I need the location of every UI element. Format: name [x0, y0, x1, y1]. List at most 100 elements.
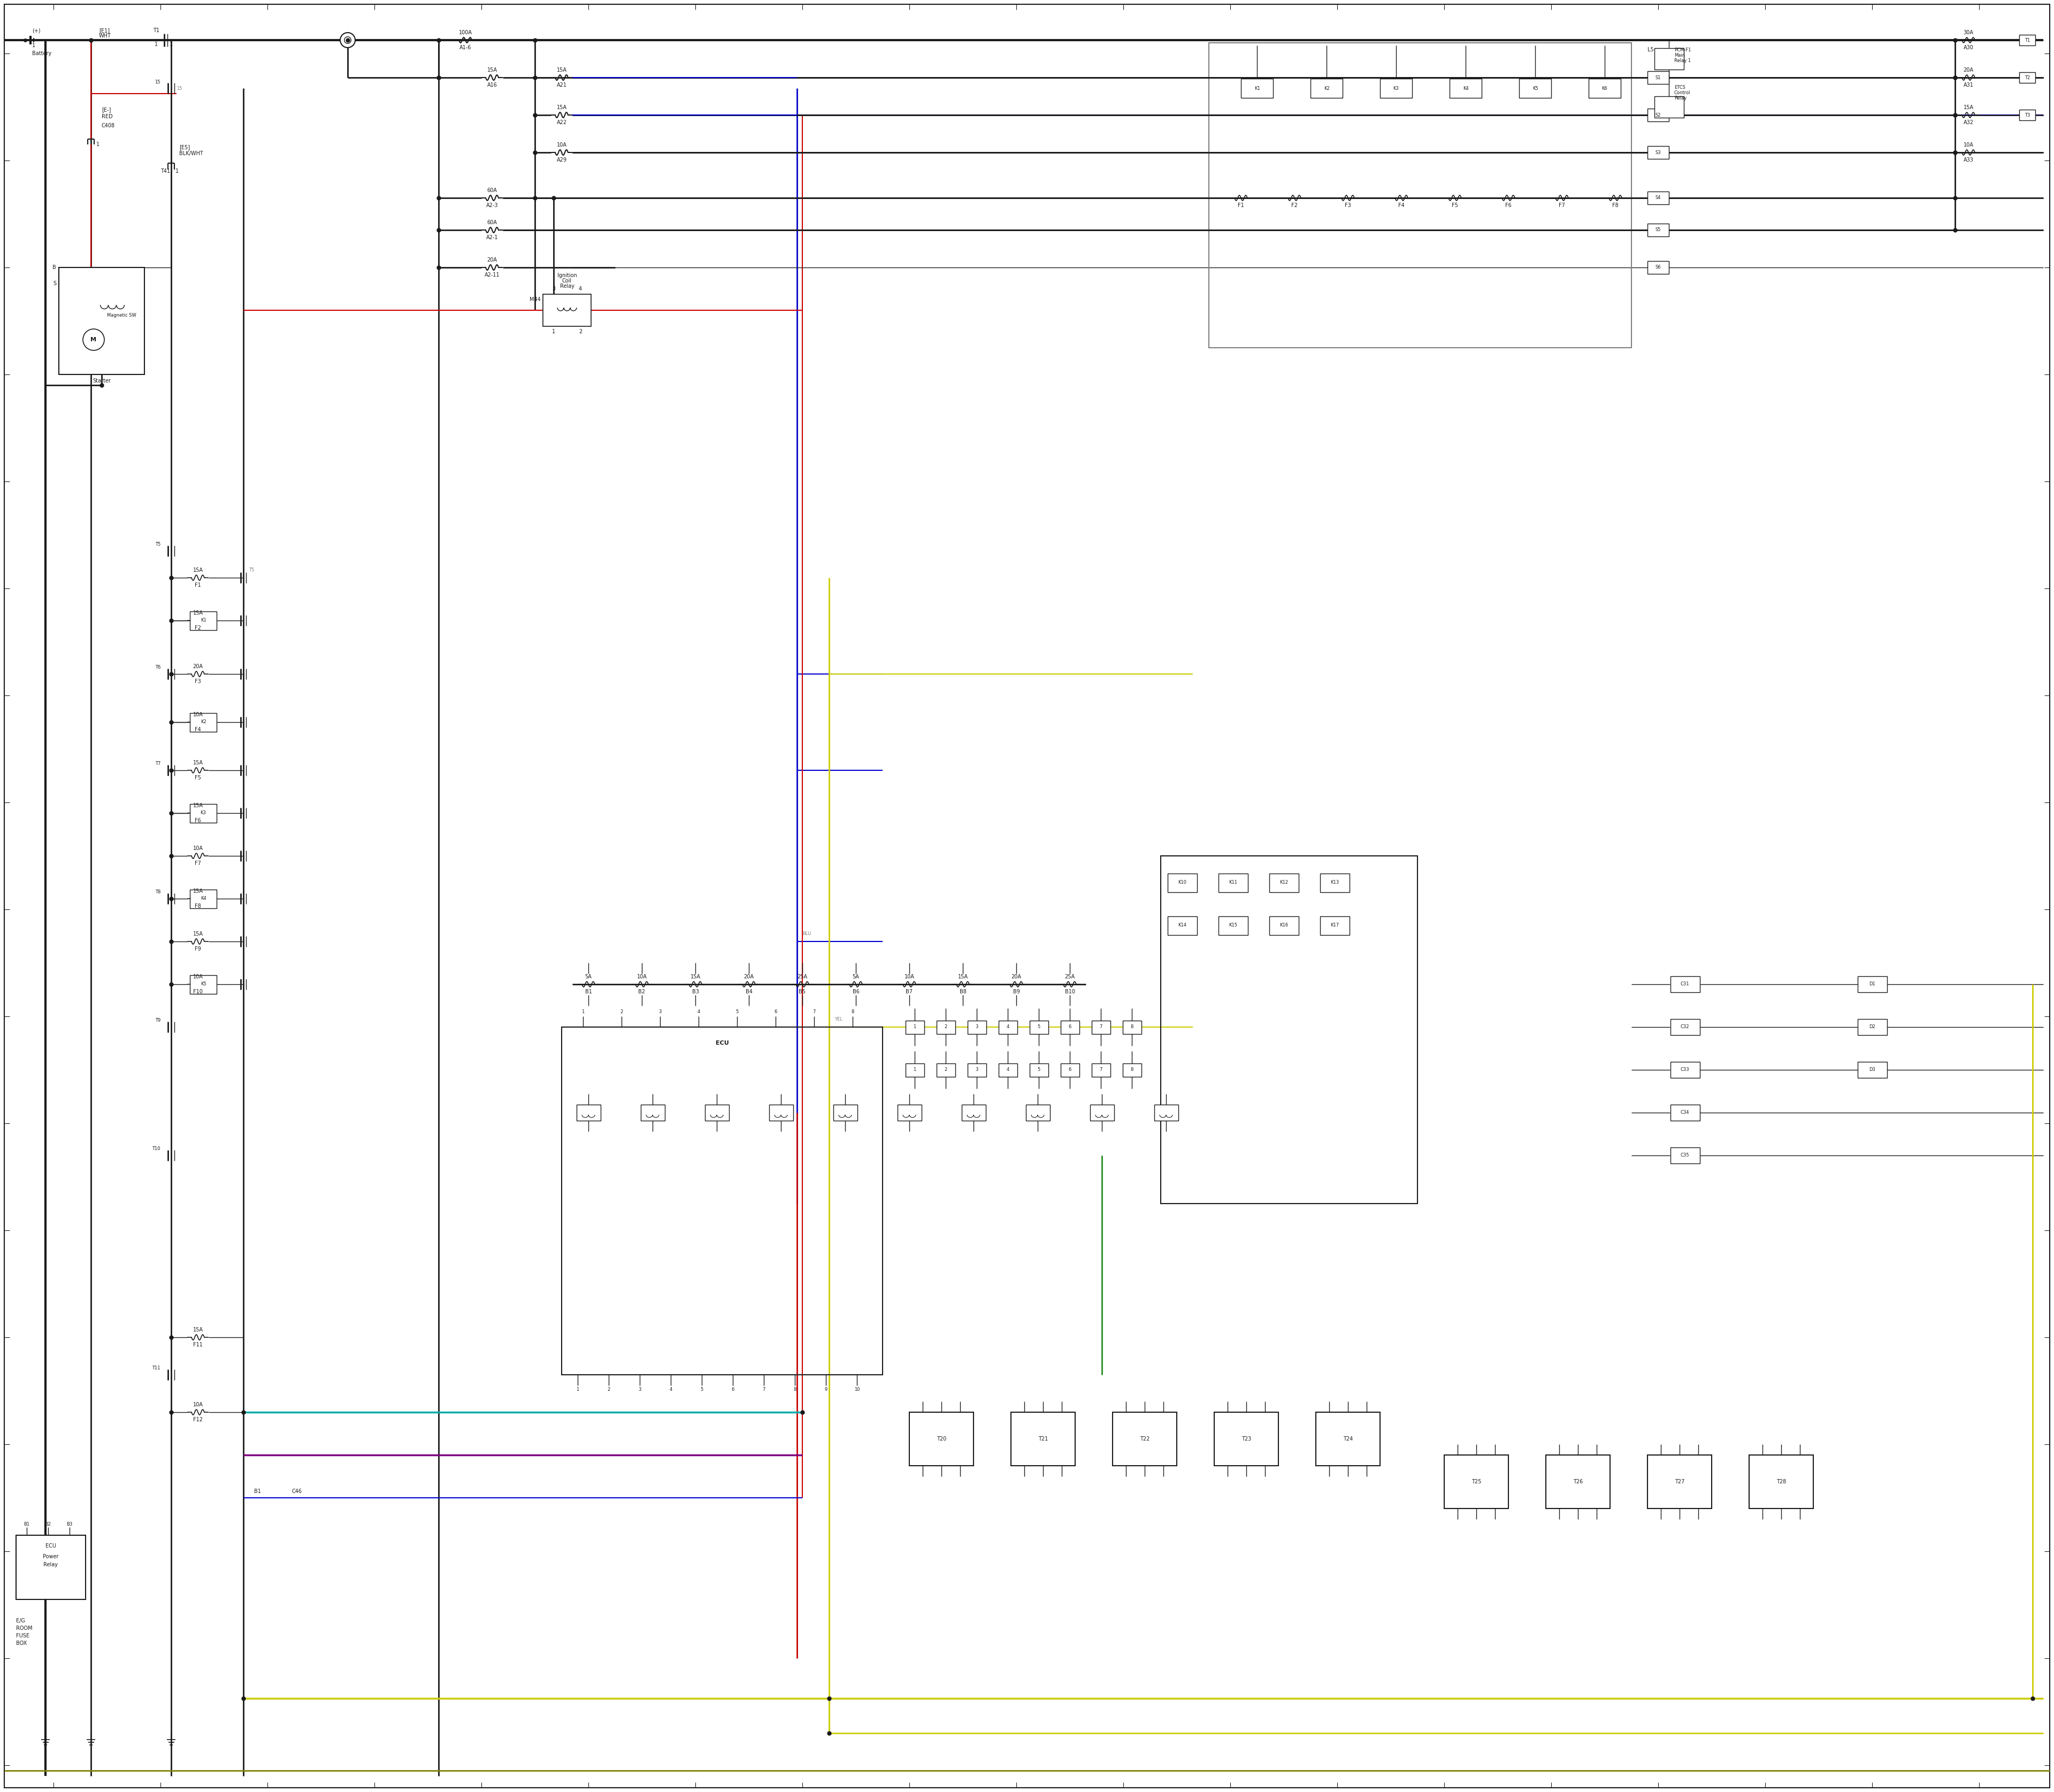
Text: K6: K6 — [1602, 86, 1608, 91]
Text: 15: 15 — [154, 79, 160, 84]
Text: A1-6: A1-6 — [460, 45, 470, 50]
Bar — [1588, 79, 1621, 99]
Text: T8: T8 — [154, 891, 160, 894]
Bar — [1321, 916, 1349, 935]
Text: 15A: 15A — [193, 803, 203, 808]
Bar — [1218, 873, 1247, 892]
Text: 4: 4 — [670, 1387, 672, 1392]
Text: T6: T6 — [154, 665, 160, 670]
Text: K14: K14 — [1177, 923, 1187, 928]
Text: [E-]: [E-] — [101, 108, 111, 113]
Text: B4: B4 — [746, 989, 752, 995]
Bar — [1091, 1020, 1109, 1034]
Text: 3: 3 — [553, 287, 555, 292]
Text: 3: 3 — [976, 1025, 978, 1029]
Text: A21: A21 — [557, 82, 567, 88]
Text: B2: B2 — [639, 989, 645, 995]
Bar — [1670, 977, 1699, 993]
Bar — [1647, 145, 1668, 159]
Text: K5: K5 — [201, 982, 205, 987]
Bar — [1647, 262, 1668, 274]
Text: A2-11: A2-11 — [485, 272, 499, 278]
Text: F5: F5 — [1452, 202, 1458, 208]
Text: 6: 6 — [1068, 1025, 1072, 1029]
Bar — [189, 975, 216, 993]
Text: C31: C31 — [1680, 982, 1688, 987]
Bar — [1450, 79, 1481, 99]
Text: 2: 2 — [945, 1068, 947, 1072]
Bar — [1670, 1104, 1699, 1120]
Bar — [834, 1104, 857, 1120]
Text: 4: 4 — [1006, 1068, 1009, 1072]
Bar — [937, 1020, 955, 1034]
Text: 3: 3 — [639, 1387, 641, 1392]
Bar — [1029, 1020, 1048, 1034]
Text: D3: D3 — [1869, 1068, 1875, 1072]
Text: 15A: 15A — [193, 611, 203, 616]
Bar — [1060, 1020, 1078, 1034]
Text: T24: T24 — [1343, 1435, 1354, 1441]
Text: 2: 2 — [608, 1387, 610, 1392]
Text: 1: 1 — [577, 1387, 579, 1392]
Bar — [1670, 1063, 1699, 1077]
Text: 3: 3 — [659, 1009, 661, 1014]
Text: F9: F9 — [195, 946, 201, 952]
Text: 15: 15 — [177, 86, 183, 91]
Text: ECU: ECU — [715, 1041, 729, 1047]
Text: B10: B10 — [1064, 989, 1074, 995]
Text: T5: T5 — [154, 543, 160, 547]
Text: K1: K1 — [201, 618, 205, 624]
Text: T4: T4 — [160, 168, 166, 174]
Text: F6: F6 — [1506, 202, 1512, 208]
Text: Ignition: Ignition — [557, 272, 577, 278]
Text: K12: K12 — [1280, 880, 1288, 885]
Text: K16: K16 — [1280, 923, 1288, 928]
Text: 9: 9 — [824, 1387, 828, 1392]
Text: F6: F6 — [195, 817, 201, 823]
Text: K17: K17 — [1331, 923, 1339, 928]
Text: 15A: 15A — [193, 760, 203, 765]
Text: 20A: 20A — [744, 975, 754, 980]
Text: 8: 8 — [1130, 1068, 1134, 1072]
Text: F5: F5 — [195, 776, 201, 781]
Text: K10: K10 — [1177, 880, 1187, 885]
Text: 15A: 15A — [1964, 106, 1974, 109]
Text: T20: T20 — [937, 1435, 947, 1441]
Text: 6: 6 — [1068, 1068, 1072, 1072]
Bar — [561, 1027, 883, 1374]
Text: 1: 1 — [175, 168, 179, 174]
Text: 7: 7 — [1099, 1068, 1103, 1072]
Text: K5: K5 — [1532, 86, 1538, 91]
Text: T23: T23 — [1241, 1435, 1251, 1441]
Text: 20A: 20A — [487, 258, 497, 263]
Text: 15A: 15A — [193, 568, 203, 573]
Text: T1: T1 — [2025, 38, 2029, 43]
Text: C408: C408 — [101, 124, 115, 129]
Text: C33: C33 — [1680, 1068, 1688, 1072]
Text: B1: B1 — [255, 1489, 261, 1495]
Text: ROOM: ROOM — [16, 1625, 33, 1631]
Text: B5: B5 — [799, 989, 805, 995]
Bar — [1520, 79, 1551, 99]
Text: S4: S4 — [1656, 195, 1662, 201]
Bar — [1857, 1020, 1888, 1036]
Text: 8: 8 — [1130, 1025, 1134, 1029]
Text: 4: 4 — [579, 287, 581, 292]
Bar — [1091, 1104, 1113, 1120]
Text: 10A: 10A — [193, 846, 203, 851]
Bar — [16, 1536, 86, 1600]
Text: 5: 5 — [700, 1387, 702, 1392]
Text: 60A: 60A — [487, 188, 497, 194]
Text: S3: S3 — [1656, 151, 1662, 154]
Text: 2: 2 — [945, 1025, 947, 1029]
Text: T22: T22 — [1140, 1435, 1150, 1441]
Text: YEL: YEL — [834, 1016, 842, 1021]
Text: Starter: Starter — [92, 378, 111, 383]
Text: 15A: 15A — [557, 68, 567, 73]
Bar — [1444, 1455, 1508, 1509]
Bar — [1241, 79, 1273, 99]
Text: B7: B7 — [906, 989, 912, 995]
Text: F3: F3 — [1345, 202, 1352, 208]
Text: T27: T27 — [1674, 1478, 1684, 1484]
Bar — [967, 1063, 986, 1077]
